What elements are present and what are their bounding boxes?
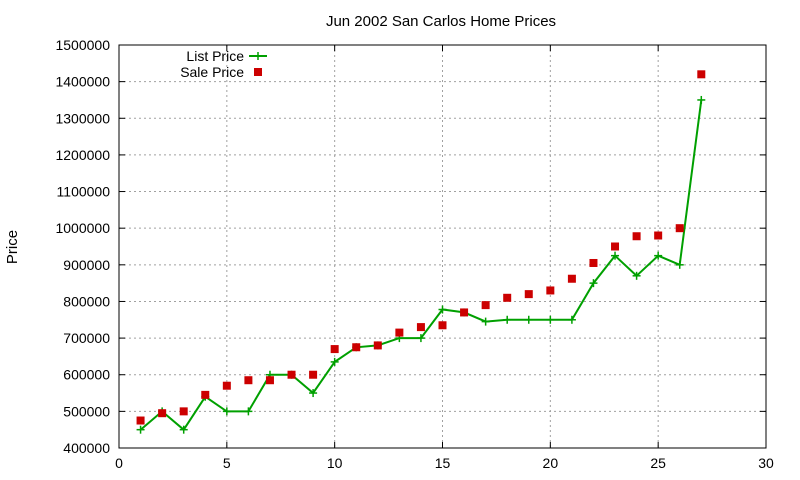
sale-price-point [244,376,253,385]
x-tick-label: 30 [758,455,774,471]
sale-price-point [352,343,361,352]
sale-price-point [481,301,490,310]
sale-price-point [373,341,382,350]
sale-price-point [222,381,231,390]
y-tick-label: 900000 [63,257,110,273]
sale-price-point [524,290,533,299]
sale-price-point [438,321,447,330]
list-price-point [179,425,188,434]
legend-label: Sale Price [180,64,244,80]
x-tick-label: 15 [435,455,451,471]
sale-price-point [201,390,210,399]
legend-label: List Price [186,48,244,64]
y-tick-label: 1000000 [55,220,110,236]
list-price-point [438,305,447,314]
sale-price-point [697,70,706,79]
y-tick-label: 800000 [63,293,110,309]
list-price-point [136,425,145,434]
y-tick-label: 600000 [63,367,110,383]
list-price-point [675,260,684,269]
list-price-point [567,315,576,324]
list-price-point [309,389,318,398]
x-tick-label: 10 [327,455,343,471]
list-price-point [589,279,598,288]
sale-price-point [287,370,296,379]
y-tick-label: 400000 [63,440,110,456]
x-tick-label: 25 [650,455,666,471]
list-price-point [632,271,641,280]
x-tick-label: 0 [115,455,123,471]
sale-price-point [158,409,167,418]
y-tick-label: 500000 [63,403,110,419]
list-price-point [330,357,339,366]
sale-price-point [395,328,404,337]
axes: 0 5 10 15 20 25 30 400000 500000 600000 700000 8000… [55,37,774,471]
list-price-point [481,317,490,326]
y-tick-label: 1100000 [57,184,111,200]
list-price-point [416,334,425,343]
sale-price-point [265,376,274,385]
list-price-point [244,407,253,416]
x-tick-label: 20 [543,455,559,471]
list-price-point [222,407,231,416]
legend-marker [254,52,262,60]
sale-price-point [675,224,684,233]
list-price-point [503,315,512,324]
list-price-point [654,251,663,260]
sale-price-point [460,308,469,317]
sale-price-point [567,274,576,283]
sale-price-point [330,345,339,354]
sale-price-point [179,407,188,416]
sale-price-point [632,232,641,241]
x-tick-label: 5 [223,455,231,471]
list-price-point [611,251,620,260]
list-price-point [546,315,555,324]
y-tick-label: 1300000 [55,110,110,126]
y-axis-label: Price [4,230,21,264]
sale-price-point [546,286,555,295]
sale-price-point [589,258,598,267]
sale-price-point [611,242,620,251]
sale-price-point [136,416,145,425]
y-tick-label: 1500000 [55,37,110,53]
legend-marker [254,68,262,76]
sale-price-point [503,293,512,302]
sale-price-point [654,231,663,240]
chart-title: Jun 2002 San Carlos Home Prices [326,13,556,30]
grid-lines [119,45,766,448]
y-tick-label: 1200000 [55,147,110,163]
list-price-point [697,95,706,104]
list-price-point [524,315,533,324]
y-tick-label: 1400000 [55,74,110,90]
sale-price-point [416,323,425,332]
sale-price-point [309,370,318,379]
series-layer [136,70,706,434]
y-tick-label: 700000 [63,330,110,346]
